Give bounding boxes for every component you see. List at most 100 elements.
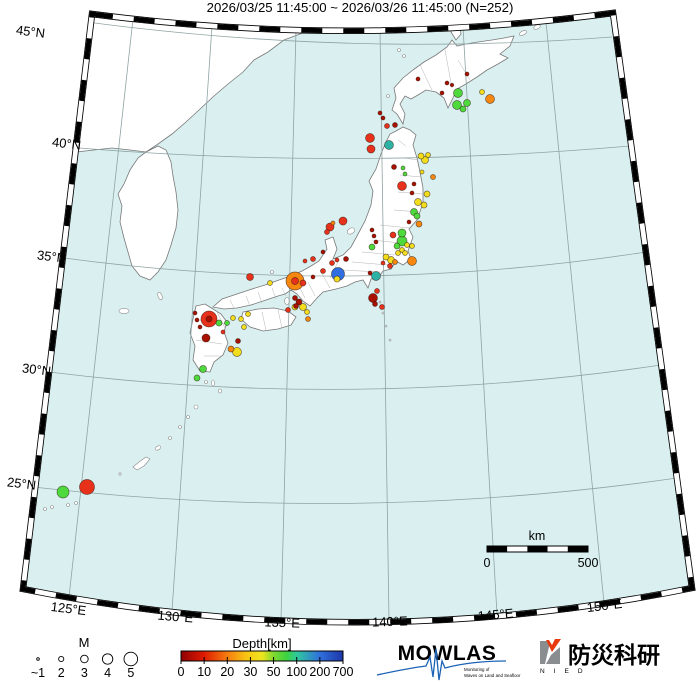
graticule-label: 45°N [15,22,46,40]
magnitude-legend-circle [123,651,139,667]
nied-logo: N I E D 防災科研 [540,639,660,675]
quake-marker [413,212,421,220]
quake-marker [299,279,307,287]
sea-area [23,13,692,623]
quake-marker [479,89,485,95]
quake-marker [365,133,375,143]
nied-acronym: N I E D [540,668,586,675]
quake-marker [338,216,348,226]
quake-marker [444,80,450,86]
quake-marker [224,320,230,326]
quake-marker [192,310,198,316]
quake-marker [373,239,379,245]
quake-marker [79,479,95,495]
quake-marker [199,365,207,373]
quake-marker [395,250,401,256]
quake-marker [407,256,417,266]
quake-marker [201,333,211,343]
mowlas-waveform-icon [376,648,507,681]
quake-marker [367,270,373,276]
graticule-label: 35°N [36,247,67,265]
quake-marker [380,260,386,266]
quake-marker [392,122,398,128]
nied-emblem-red-v-icon [546,639,561,652]
quake-marker [387,263,393,269]
quake-marker [391,164,397,170]
quake-marker [419,169,425,175]
depth-colorbar [180,650,344,662]
quake-marker [420,201,428,209]
quake-marker [368,293,378,303]
quake-marker [329,260,335,266]
quake-marker [343,256,349,262]
tsushima-island [157,291,163,301]
quake-marker [245,311,251,317]
scale-bar-end: 500 [578,556,599,570]
quake-marker [292,295,298,301]
magnitude-legend-circle [101,653,114,665]
quake-marker [430,174,436,180]
quake-marker [369,227,375,233]
magnitude-legend-label: 2 [58,666,65,680]
korea-landmass [117,145,179,281]
nied-name: 防災科研 [568,642,660,668]
quake-marker [267,280,273,286]
quake-marker [205,315,213,323]
quake-marker [334,257,340,263]
magnitude-legend-label: 3 [81,666,88,680]
depth-tick-label: 10 [197,665,211,679]
quake-marker [411,181,417,187]
quake-marker [402,171,408,177]
depth-tick-label: 20 [220,665,234,679]
graticule-label: 130°E [157,607,194,625]
magnitude-legend-circle [58,655,65,663]
magnitude-legend-title: M [79,635,90,650]
earthquake-markers [56,71,495,499]
quake-marker [453,88,463,98]
quake-marker [404,242,410,248]
magnitude-legend-circle [36,657,40,661]
quake-marker [324,229,330,235]
quake-marker [400,165,406,171]
quake-marker [193,374,201,382]
quake-marker [449,82,455,88]
quake-marker [384,123,390,129]
quake-marker [371,233,377,239]
quake-marker [374,288,380,294]
graticule-label: 40°N [51,134,82,152]
depth-tick-label: 700 [333,665,354,679]
shikoku-landmass [240,307,297,332]
quake-marker [389,231,397,239]
quake-marker [415,220,423,228]
quake-marker [56,485,70,499]
quake-marker [485,94,495,104]
quake-marker [371,271,381,281]
quake-marker [302,258,308,264]
mowlas-tagline-2: Waves on Land and Seafloor [464,673,521,678]
quake-marker [459,105,467,113]
quake-marker [397,228,407,238]
quake-marker [230,315,236,321]
quake-marker [372,301,378,307]
depth-tick-label: 100 [286,665,307,679]
quake-marker [293,303,299,309]
small-islands [43,48,406,511]
jeju-island [118,308,130,314]
quake-marker [377,110,383,116]
quake-marker [235,338,241,344]
mowlas-logo: MOWLAS Monitoring of Waves on Land and S… [376,642,521,681]
graticule-label: 25°N [6,474,37,492]
quake-marker [423,190,431,198]
latitude-labels: 45°N 40°N 35°N 30°N 25°N [6,22,82,492]
quake-marker [402,250,408,256]
scale-bar-unit: km [529,529,546,543]
magnitude-legend-circle [80,654,89,664]
quake-marker [380,115,386,121]
quake-marker [463,99,471,107]
quake-marker [215,319,223,327]
map-title: 2026/03/25 11:45:00 ~ 2026/03/26 11:45:0… [207,0,514,15]
depth-legend: Depth[km] 0 10 20 30 50 100 200 700 [178,636,354,679]
hokkaido-landmass [391,35,515,126]
